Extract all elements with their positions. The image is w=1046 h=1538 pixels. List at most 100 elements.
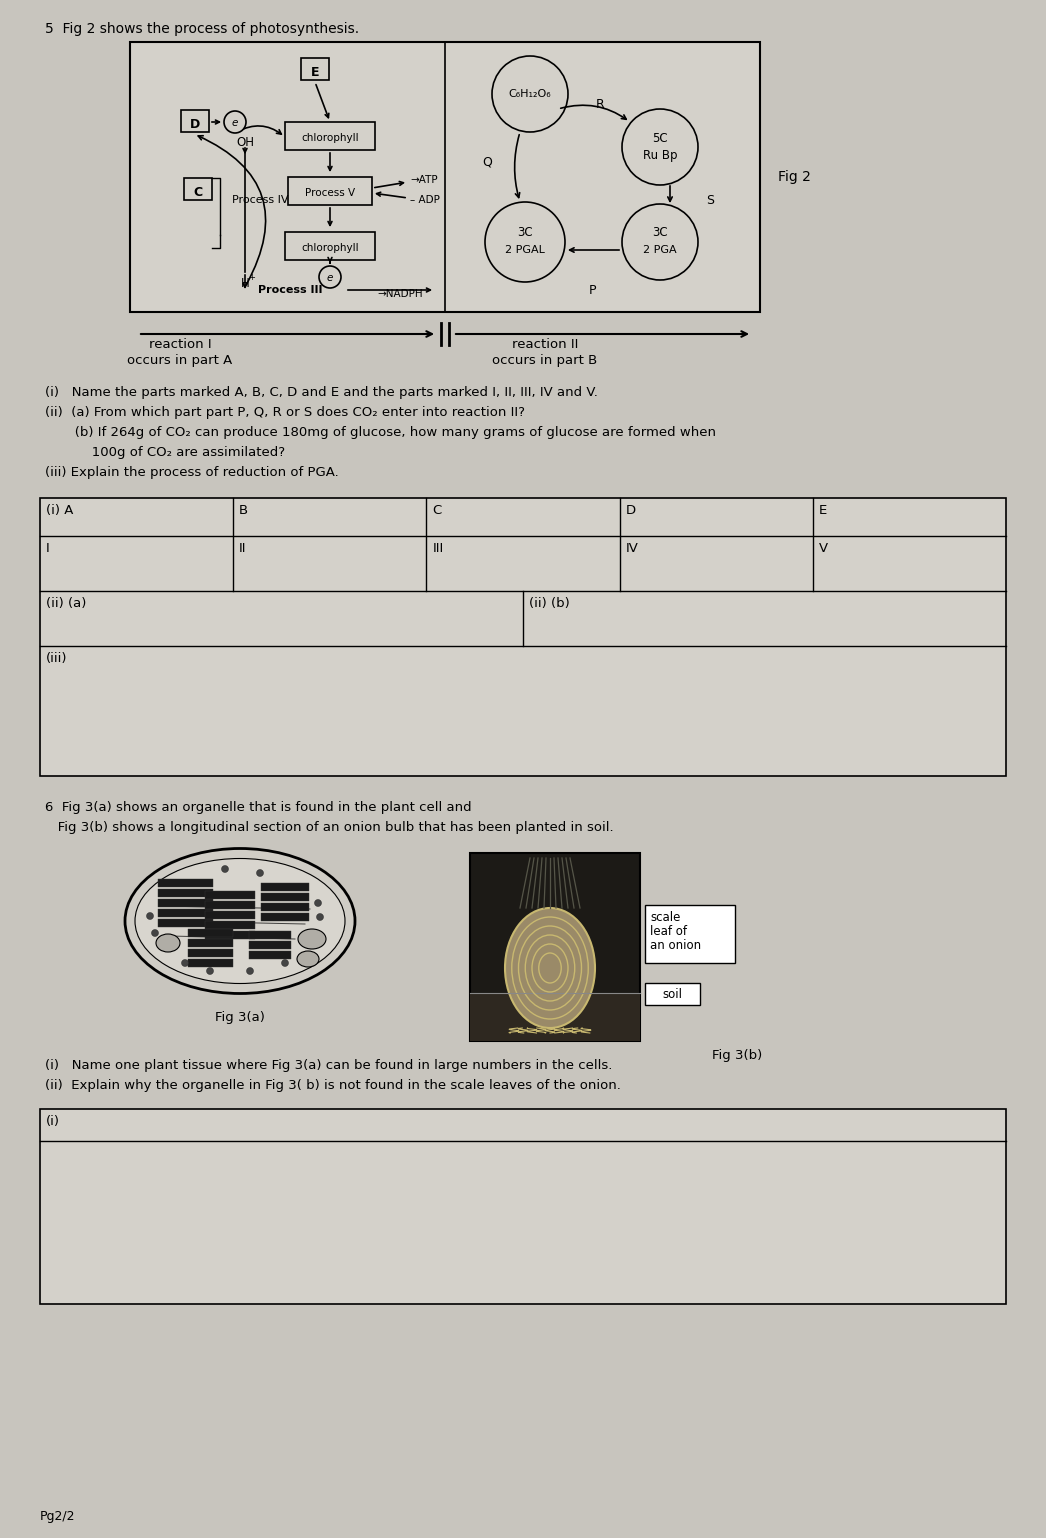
Text: (ii)  (a) From which part part P, Q, R or S does CO₂ enter into reaction II?: (ii) (a) From which part part P, Q, R or… (45, 406, 525, 418)
Text: C: C (194, 186, 203, 200)
Text: Fig 3(b): Fig 3(b) (712, 1049, 763, 1063)
Bar (262, 914, 309, 921)
Text: 3C: 3C (517, 226, 532, 238)
Text: →ATP: →ATP (410, 175, 437, 185)
Text: (ii) (a): (ii) (a) (46, 597, 87, 611)
Text: chlorophyll: chlorophyll (301, 243, 359, 252)
Bar (470, 854, 640, 1041)
Text: an onion: an onion (650, 940, 701, 952)
Circle shape (622, 109, 698, 185)
Text: II: II (240, 541, 247, 555)
Text: 2 PGA: 2 PGA (643, 245, 677, 255)
Text: (i): (i) (46, 1115, 60, 1127)
Circle shape (281, 960, 289, 966)
Text: III: III (432, 541, 444, 555)
Ellipse shape (298, 929, 326, 949)
Bar (158, 889, 213, 897)
Text: occurs in part B: occurs in part B (493, 354, 597, 368)
Text: E: E (311, 66, 319, 80)
Circle shape (256, 869, 264, 877)
Text: leaf of: leaf of (650, 924, 687, 938)
Text: soil: soil (662, 987, 682, 1001)
Text: chlorophyll: chlorophyll (301, 132, 359, 143)
Ellipse shape (135, 858, 345, 983)
Text: (i) A: (i) A (46, 504, 73, 517)
Bar (262, 903, 309, 910)
Text: →NADPH: →NADPH (377, 289, 423, 298)
Text: H: H (241, 277, 249, 291)
Text: reaction I: reaction I (149, 338, 211, 351)
Circle shape (182, 960, 188, 966)
Bar (249, 950, 291, 960)
Text: occurs in part A: occurs in part A (128, 354, 232, 368)
Bar (205, 910, 255, 920)
Text: (ii)  Explain why the organelle in Fig 3( b) is not found in the scale leaves of: (ii) Explain why the organelle in Fig 3(… (45, 1080, 621, 1092)
Text: C: C (432, 504, 441, 517)
Circle shape (206, 967, 213, 975)
Text: P: P (589, 283, 597, 297)
Circle shape (315, 900, 321, 906)
Text: scale: scale (650, 910, 680, 924)
Text: e: e (232, 118, 238, 128)
Text: C₆H₁₂O₆: C₆H₁₂O₆ (508, 89, 551, 98)
Ellipse shape (156, 934, 180, 952)
Text: Fig 3(b) shows a longitudinal section of an onion bulb that has been planted in : Fig 3(b) shows a longitudinal section of… (45, 821, 614, 834)
Ellipse shape (297, 950, 319, 967)
Bar (645, 904, 735, 963)
Bar (158, 909, 213, 917)
Bar (158, 880, 213, 887)
Bar (181, 111, 209, 132)
Bar (188, 960, 233, 967)
Circle shape (222, 866, 228, 872)
Bar (645, 983, 700, 1004)
Text: E: E (819, 504, 827, 517)
Bar (205, 930, 255, 940)
Text: (iii): (iii) (46, 652, 68, 664)
Text: (b) If 264g of CO₂ can produce 180mg of glucose, how many grams of glucose are f: (b) If 264g of CO₂ can produce 180mg of … (45, 426, 717, 438)
Bar (184, 178, 212, 200)
Circle shape (247, 967, 253, 975)
Text: Pg2/2: Pg2/2 (40, 1510, 75, 1523)
Bar (288, 177, 372, 205)
Text: Process III: Process III (257, 285, 322, 295)
Circle shape (146, 912, 154, 920)
Text: (iii) Explain the process of reduction of PGA.: (iii) Explain the process of reduction o… (45, 466, 339, 478)
Bar (249, 941, 291, 949)
Bar (188, 949, 233, 957)
Text: reaction II: reaction II (511, 338, 578, 351)
Ellipse shape (505, 907, 595, 1027)
Bar (262, 883, 309, 891)
Text: Ru Bp: Ru Bp (642, 149, 677, 161)
Text: 5  Fig 2 shows the process of photosynthesis.: 5 Fig 2 shows the process of photosynthe… (45, 22, 359, 35)
Bar (130, 42, 760, 312)
Bar (285, 122, 376, 151)
Bar (188, 929, 233, 937)
Text: 2 PGAL: 2 PGAL (505, 245, 545, 255)
Text: +: + (249, 274, 255, 281)
Text: S: S (706, 194, 714, 206)
Text: – ADP: – ADP (410, 195, 440, 205)
Text: B: B (240, 504, 248, 517)
Bar (205, 901, 255, 909)
Text: e: e (326, 274, 334, 283)
Bar (158, 900, 213, 907)
Bar (249, 930, 291, 940)
Bar (301, 58, 329, 80)
Circle shape (317, 914, 323, 921)
Text: 6  Fig 3(a) shows an organelle that is found in the plant cell and: 6 Fig 3(a) shows an organelle that is fo… (45, 801, 472, 814)
Text: R: R (595, 97, 605, 111)
Bar (158, 920, 213, 927)
Text: Q: Q (482, 155, 492, 169)
Text: I: I (46, 541, 50, 555)
Text: Fig 2: Fig 2 (778, 171, 811, 185)
Text: 5C: 5C (653, 132, 667, 145)
Circle shape (492, 55, 568, 132)
Text: (i)   Name the parts marked A, B, C, D and E and the parts marked I, II, III, IV: (i) Name the parts marked A, B, C, D and… (45, 386, 598, 398)
Text: (i)   Name one plant tissue where Fig 3(a) can be found in large numbers in the : (i) Name one plant tissue where Fig 3(a)… (45, 1060, 612, 1072)
Text: D: D (626, 504, 636, 517)
Circle shape (622, 205, 698, 280)
Ellipse shape (126, 849, 355, 994)
Bar (205, 891, 255, 900)
Text: Process V: Process V (305, 188, 355, 198)
Bar (40, 1109, 1006, 1304)
